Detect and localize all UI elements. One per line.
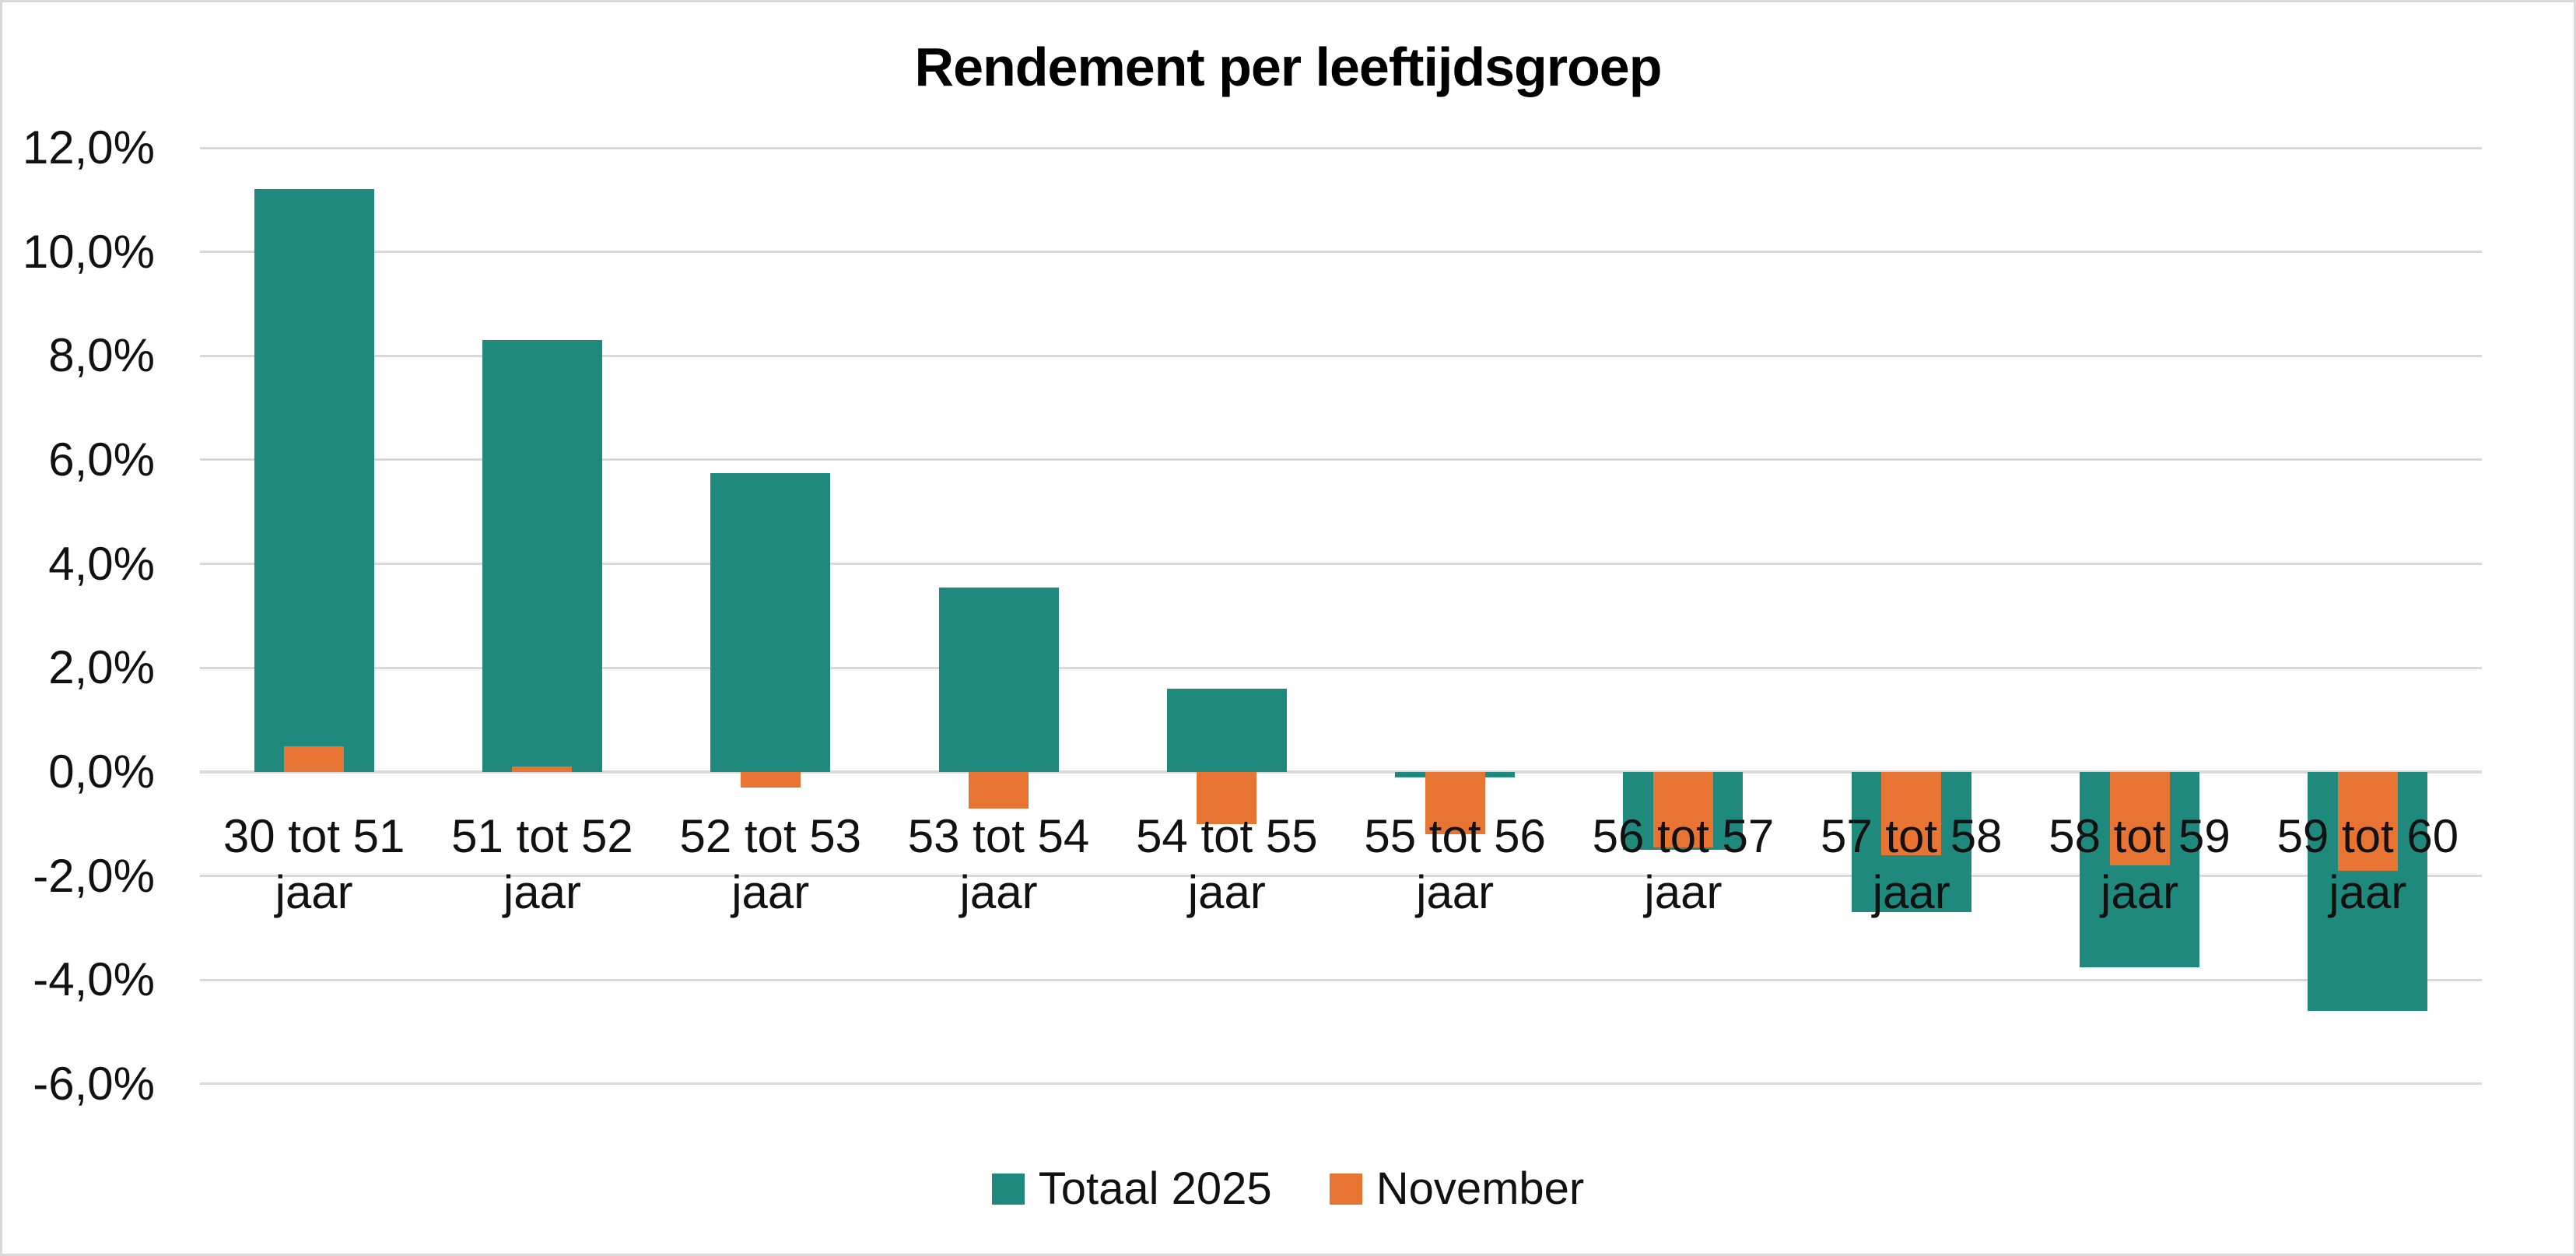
gridline--2,0% [200,875,2482,878]
gridline-4,0% [200,563,2482,566]
gridline--6,0% [200,1082,2482,1086]
x-axis-category-label: 52 tot 53 jaar [679,810,861,918]
bar-november-3 [740,772,801,788]
x-axis-category-label: 56 tot 57 jaar [1592,810,1775,918]
bar-november-2 [512,767,573,772]
bar-november-4 [969,772,1029,809]
x-axis-category-label: 51 tot 52 jaar [451,810,633,918]
x-axis-category-label: 53 tot 54 jaar [907,810,1090,918]
gridline--4,0% [200,978,2482,981]
y-axis-tick-label: 6,0% [48,433,155,486]
y-axis-tick-label: -4,0% [33,953,155,1006]
legend-swatch-november [1329,1174,1362,1205]
y-axis-tick-label: 8,0% [48,329,155,382]
gridline-8,0% [200,354,2482,357]
y-axis-tick-label: 4,0% [48,537,155,590]
bar-november-6 [1425,772,1485,835]
bar-november-1 [284,746,345,772]
legend-label-november: November [1376,1163,1585,1214]
x-axis-category-label: 58 tot 59 jaar [2049,810,2231,918]
gridline-10,0% [200,251,2482,254]
bar-november-5 [1197,772,1257,824]
bar-november-7 [1652,772,1713,847]
gridline-6,0% [200,458,2482,461]
bar-november-10 [2337,772,2398,871]
bar-totaal-2025-3 [710,472,831,772]
y-axis-tick-label: 12,0% [22,121,155,174]
bar-totaal-2025-5 [1166,689,1287,772]
chart-title: Rendement per leeftijdsgroep [914,37,1663,97]
zero-axis-line [200,770,2482,774]
x-axis-category-label: 54 tot 55 jaar [1136,810,1318,918]
bar-november-8 [1881,772,1942,855]
x-axis-category-label: 57 tot 58 jaar [1820,810,2003,918]
bar-november-9 [2109,772,2170,866]
x-axis-category-label: 55 tot 56 jaar [1364,810,1546,918]
legend: Totaal 2025 November [2,1160,2574,1218]
legend-label-totaal-2025: Totaal 2025 [1038,1163,1272,1214]
legend-swatch-totaal-2025 [991,1174,1025,1205]
y-axis-tick-label: -2,0% [33,849,155,902]
x-axis-category-label: 59 tot 60 jaar [2276,810,2459,918]
y-axis-tick-label: 10,0% [22,225,155,278]
x-axis-category-label: 30 tot 51 jaar [223,810,405,918]
bar-totaal-2025-4 [938,587,1059,772]
y-axis-tick-label: 2,0% [48,641,155,694]
y-axis-tick-label: 0,0% [48,745,155,798]
bar-totaal-2025-1 [254,189,374,772]
y-axis-tick-label: -6,0% [33,1057,155,1110]
legend-item-totaal-2025: Totaal 2025 [991,1162,1272,1216]
gridline-2,0% [200,666,2482,669]
bar-totaal-2025-2 [482,340,602,772]
gridline-12,0% [200,146,2482,149]
legend-item-november: November [1329,1162,1585,1216]
